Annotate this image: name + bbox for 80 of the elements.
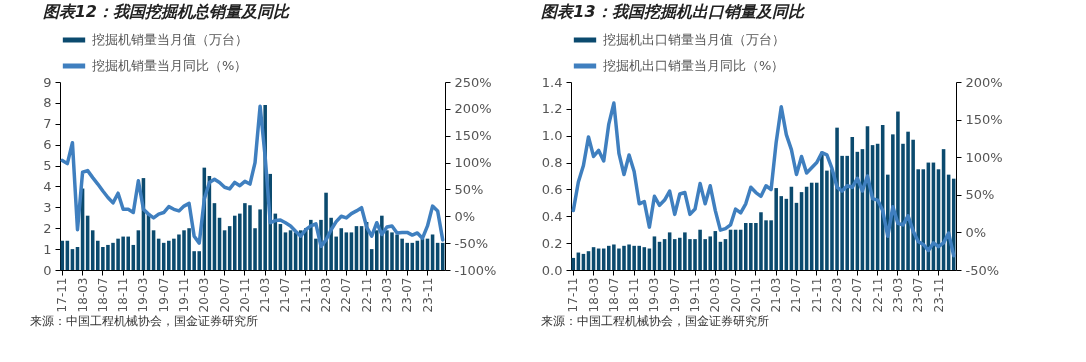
x-tick-label: 22-07 <box>850 277 865 313</box>
source-note: 来源：中国工程机械协会，国金证券研究所 <box>541 314 769 328</box>
x-tick-label: 23-07 <box>911 277 926 313</box>
x-tick-label: 23-11 <box>931 277 946 313</box>
y2-tick-label: 200% <box>454 101 492 117</box>
y-tick-label: 4 <box>43 178 52 194</box>
x-tick-label: 22-11 <box>359 277 374 313</box>
x-tick-label: 19-07 <box>156 277 171 313</box>
chart-title: 图表13：我国挖掘机出口销量及同比 <box>541 2 806 21</box>
y-tick-label: 0.6 <box>541 181 563 197</box>
legend-label: 挖掘机销量当月同比（%） <box>92 58 248 73</box>
y-tick-label: 9 <box>43 74 52 90</box>
x-tick-label: 22-11 <box>870 277 885 313</box>
y-tick-label: 2 <box>43 220 52 236</box>
x-tick-label: 23-11 <box>420 277 435 313</box>
x-tick-label: 19-07 <box>667 277 682 313</box>
y-tick-label: 1.2 <box>541 101 563 117</box>
x-tick-label: 19-11 <box>688 277 703 313</box>
y2-tick-label: 100% <box>965 149 1003 165</box>
x-tick-label: 18-11 <box>116 277 131 313</box>
y2-tick-label: 150% <box>454 128 492 144</box>
y2-tick-label: -100% <box>454 262 497 278</box>
source-note: 来源：中国工程机械协会，国金证券研究所 <box>30 314 258 328</box>
y2-tick-label: 0% <box>965 224 987 240</box>
y2-tick-label: -50% <box>454 235 489 251</box>
x-tick-label: 20-11 <box>237 277 252 313</box>
x-tick-label: 22-03 <box>830 277 845 313</box>
x-tick-label: 20-03 <box>708 277 723 313</box>
x-tick-label: 18-11 <box>627 277 642 313</box>
x-tick-label: 21-07 <box>789 277 804 313</box>
y-tick-label: 1.4 <box>541 74 563 90</box>
y2-tick-label: 150% <box>965 112 1003 128</box>
legend-label: 挖掘机出口销量当月同比（%） <box>603 58 785 73</box>
x-tick-label: 21-11 <box>298 277 313 313</box>
x-tick-label: 18-07 <box>606 277 621 313</box>
chart-title: 图表12：我国挖掘机总销量及同比 <box>42 2 291 21</box>
x-tick-label: 20-03 <box>197 277 212 313</box>
y2-tick-label: 0% <box>454 208 476 224</box>
x-tick-label: 18-03 <box>75 277 90 313</box>
y-tick-label: 6 <box>43 137 52 153</box>
x-tick-label: 23-03 <box>379 277 394 313</box>
line-series <box>571 101 956 258</box>
x-tick-label: 23-07 <box>400 277 415 313</box>
y-tick-label: 0 <box>43 262 52 278</box>
y-tick-label: 1 <box>43 241 52 257</box>
x-tick-label: 18-07 <box>95 277 110 313</box>
y2-tick-label: -50% <box>965 262 1000 278</box>
x-tick-label: 18-03 <box>586 277 601 313</box>
x-tick-label: 21-03 <box>769 277 784 313</box>
x-tick-label: 17-11 <box>55 277 70 313</box>
x-tick-label: 19-03 <box>647 277 662 313</box>
y2-tick-label: 100% <box>454 155 492 171</box>
y-tick-label: 0.8 <box>541 155 563 171</box>
x-tick-label: 20-11 <box>748 277 763 313</box>
y-tick-label: 5 <box>43 158 52 174</box>
x-tick-label: 21-11 <box>809 277 824 313</box>
x-tick-label: 17-11 <box>566 277 581 313</box>
x-tick-label: 23-03 <box>890 277 905 313</box>
line-series <box>60 104 445 249</box>
legend-label: 挖掘机销量当月值（万台） <box>92 32 248 47</box>
y-tick-label: 3 <box>43 199 52 215</box>
y2-tick-label: 50% <box>965 187 995 203</box>
y-tick-label: 0.2 <box>541 235 563 251</box>
x-tick-label: 19-03 <box>136 277 151 313</box>
x-tick-label: 22-07 <box>339 277 354 313</box>
y2-tick-label: 50% <box>454 181 484 197</box>
y-tick-label: 0.4 <box>541 208 563 224</box>
legend-label: 挖掘机出口销量当月值（万台） <box>603 32 785 47</box>
x-tick-label: 20-07 <box>728 277 743 313</box>
y-tick-label: 8 <box>43 95 52 111</box>
y2-tick-label: 200% <box>965 74 1003 90</box>
y-tick-label: 1.0 <box>541 128 563 144</box>
x-tick-label: 21-03 <box>258 277 273 313</box>
y-tick-label: 0.0 <box>541 262 563 278</box>
x-tick-label: 21-07 <box>278 277 293 313</box>
x-tick-label: 22-03 <box>319 277 334 313</box>
y-tick-label: 7 <box>43 116 52 132</box>
x-tick-label: 20-07 <box>217 277 232 313</box>
y2-tick-label: 250% <box>454 74 492 90</box>
x-tick-label: 19-11 <box>177 277 192 313</box>
